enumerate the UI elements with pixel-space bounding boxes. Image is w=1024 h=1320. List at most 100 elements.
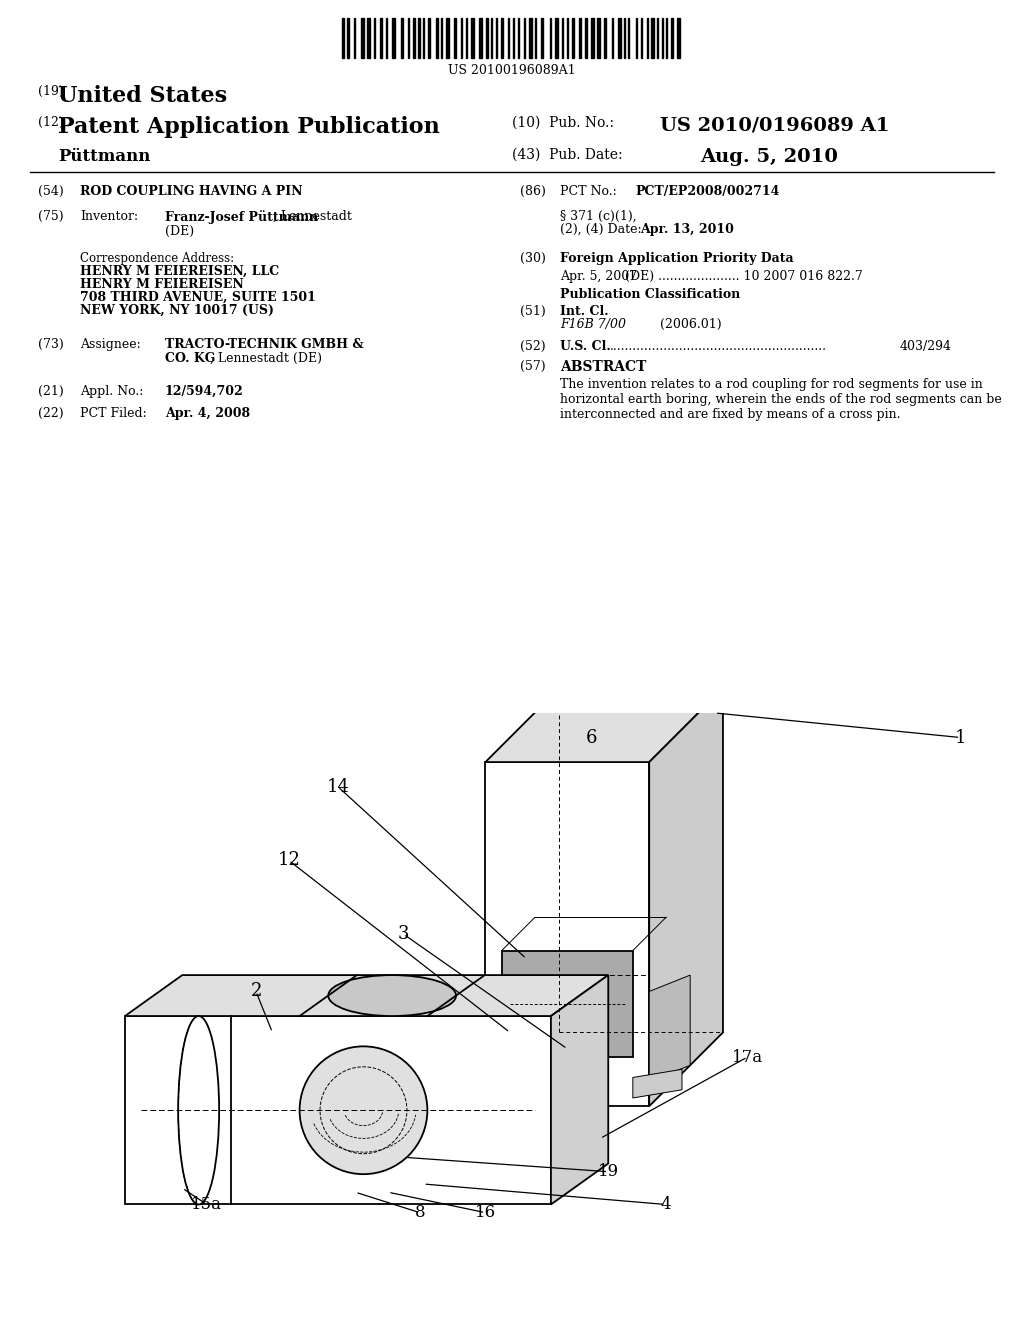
Text: Apr. 4, 2008: Apr. 4, 2008: [165, 407, 250, 420]
Text: Apr. 13, 2010: Apr. 13, 2010: [640, 223, 734, 236]
Bar: [401, 18, 403, 58]
Bar: [454, 18, 456, 58]
Bar: [367, 18, 370, 58]
Text: , Lennestadt (DE): , Lennestadt (DE): [210, 352, 322, 366]
Polygon shape: [125, 975, 608, 1016]
Bar: [471, 18, 474, 58]
Bar: [677, 18, 680, 58]
Bar: [502, 950, 633, 1057]
Text: HENRY M FEIEREISEN, LLC: HENRY M FEIEREISEN, LLC: [80, 265, 280, 279]
Text: § 371 (c)(1),: § 371 (c)(1),: [560, 210, 637, 223]
Text: Inventor:: Inventor:: [80, 210, 138, 223]
Bar: [579, 18, 581, 58]
Text: Franz-Josef Püttmann: Franz-Josef Püttmann: [165, 210, 318, 224]
Text: 14: 14: [327, 777, 349, 796]
Bar: [418, 18, 420, 58]
Text: ABSTRACT: ABSTRACT: [560, 360, 646, 374]
Text: Aug. 5, 2010: Aug. 5, 2010: [700, 148, 838, 166]
Text: United States: United States: [58, 84, 227, 107]
Bar: [541, 18, 543, 58]
Bar: [428, 18, 430, 58]
Text: 19: 19: [598, 1163, 618, 1180]
Text: (2), (4) Date:: (2), (4) Date:: [560, 223, 642, 236]
Bar: [446, 18, 449, 58]
Text: Apr. 5, 2007: Apr. 5, 2007: [560, 271, 637, 282]
Text: (12): (12): [38, 116, 63, 129]
Text: (54): (54): [38, 185, 63, 198]
Text: CO. KG: CO. KG: [165, 352, 215, 366]
Polygon shape: [485, 688, 723, 762]
Bar: [413, 18, 415, 58]
Text: (2006.01): (2006.01): [660, 318, 722, 331]
Text: NEW YORK, NY 10017 (US): NEW YORK, NY 10017 (US): [80, 304, 274, 317]
Text: , Lennestadt: , Lennestadt: [273, 210, 352, 223]
Text: Correspondence Address:: Correspondence Address:: [80, 252, 234, 265]
Text: HENRY M FEIEREISEN: HENRY M FEIEREISEN: [80, 279, 244, 290]
Text: US 20100196089A1: US 20100196089A1: [449, 63, 575, 77]
Bar: [604, 18, 606, 58]
Bar: [651, 18, 654, 58]
Text: Assignee:: Assignee:: [80, 338, 140, 351]
Text: The invention relates to a rod coupling for rod segments for use in horizontal e: The invention relates to a rod coupling …: [560, 378, 1001, 421]
Text: U.S. Cl.: U.S. Cl.: [560, 341, 610, 352]
Bar: [591, 18, 594, 58]
Bar: [361, 18, 364, 58]
Text: 8: 8: [415, 1204, 425, 1221]
Text: (10)  Pub. No.:: (10) Pub. No.:: [512, 116, 614, 129]
Text: 708 THIRD AVENUE, SUITE 1501: 708 THIRD AVENUE, SUITE 1501: [80, 290, 315, 304]
Text: 12/594,702: 12/594,702: [165, 385, 244, 399]
Text: (22): (22): [38, 407, 63, 420]
Text: 15a: 15a: [191, 1196, 222, 1213]
Bar: [671, 18, 673, 58]
Text: (43)  Pub. Date:: (43) Pub. Date:: [512, 148, 623, 162]
Bar: [436, 18, 438, 58]
Text: 403/294: 403/294: [900, 341, 952, 352]
Polygon shape: [633, 1069, 682, 1098]
Text: ROD COUPLING HAVING A PIN: ROD COUPLING HAVING A PIN: [80, 185, 302, 198]
Text: 12: 12: [278, 851, 300, 870]
Circle shape: [300, 1047, 427, 1175]
Text: ........................................................: ........................................…: [610, 341, 827, 352]
Bar: [501, 18, 503, 58]
Text: (51): (51): [520, 305, 546, 318]
Bar: [342, 18, 344, 58]
Bar: [392, 18, 395, 58]
Text: 16: 16: [475, 1204, 496, 1221]
Text: 1: 1: [954, 729, 967, 747]
Text: (DE): (DE): [165, 224, 195, 238]
Text: (73): (73): [38, 338, 63, 351]
Text: 2: 2: [250, 982, 262, 1001]
Bar: [597, 18, 600, 58]
Text: (57): (57): [520, 360, 546, 374]
Text: (19): (19): [38, 84, 63, 98]
Text: Foreign Application Priority Data: Foreign Application Priority Data: [560, 252, 794, 265]
Text: 6: 6: [586, 729, 598, 747]
Text: (30): (30): [520, 252, 546, 265]
Bar: [486, 18, 488, 58]
Text: PCT/EP2008/002714: PCT/EP2008/002714: [635, 185, 779, 198]
Bar: [555, 18, 558, 58]
Text: (DE) ..................... 10 2007 016 822.7: (DE) ..................... 10 2007 016 8…: [625, 271, 863, 282]
Text: Patent Application Publication: Patent Application Publication: [58, 116, 439, 139]
Text: Püttmann: Püttmann: [58, 148, 151, 165]
Bar: [347, 18, 349, 58]
Text: Publication Classification: Publication Classification: [560, 288, 740, 301]
Polygon shape: [485, 762, 649, 1106]
Bar: [479, 18, 482, 58]
Bar: [529, 18, 532, 58]
Bar: [585, 18, 587, 58]
Ellipse shape: [178, 1016, 219, 1204]
Text: (86): (86): [520, 185, 546, 198]
Bar: [618, 18, 621, 58]
Bar: [125, 1016, 551, 1204]
Bar: [572, 18, 574, 58]
Bar: [380, 18, 382, 58]
Ellipse shape: [329, 975, 456, 1016]
Text: TRACTO-TECHNIK GMBH &: TRACTO-TECHNIK GMBH &: [165, 338, 364, 351]
Text: PCT Filed:: PCT Filed:: [80, 407, 146, 420]
Text: 4: 4: [660, 1196, 671, 1213]
Text: 3: 3: [397, 925, 410, 942]
Text: Int. Cl.: Int. Cl.: [560, 305, 608, 318]
Text: PCT No.:: PCT No.:: [560, 185, 616, 198]
Text: (52): (52): [520, 341, 546, 352]
